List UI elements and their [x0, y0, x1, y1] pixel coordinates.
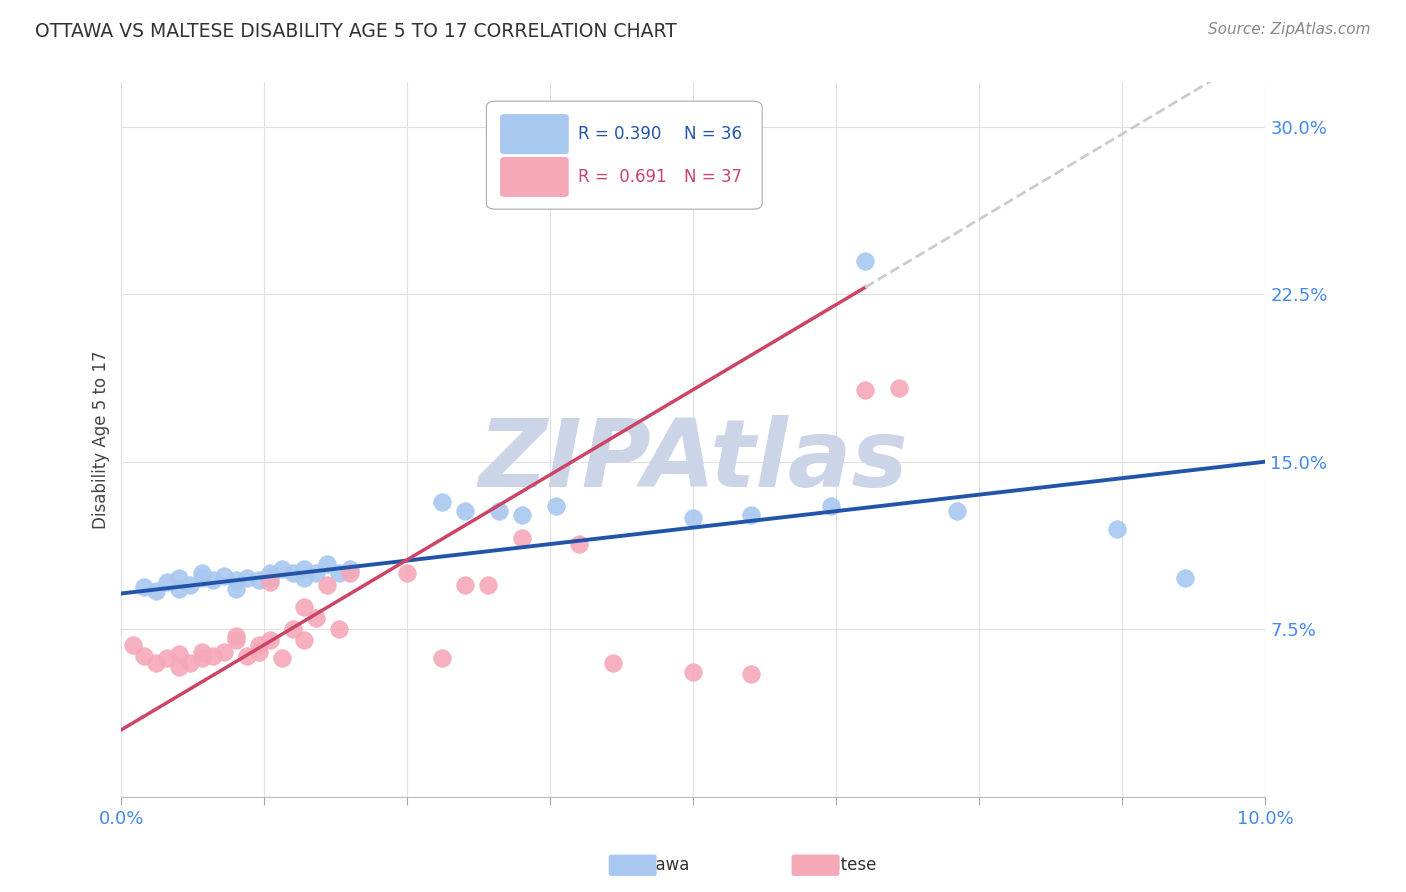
Point — [602, 656, 624, 670]
Point — [201, 648, 224, 663]
Point — [488, 504, 510, 518]
Point — [339, 562, 361, 576]
Point — [477, 577, 499, 591]
Point — [740, 666, 762, 681]
Point — [339, 566, 361, 581]
Point — [236, 648, 259, 663]
Point — [396, 566, 419, 581]
Point — [820, 500, 842, 514]
Point — [225, 629, 247, 643]
Point — [179, 577, 201, 591]
Y-axis label: Disability Age 5 to 17: Disability Age 5 to 17 — [93, 350, 110, 529]
Text: Source: ZipAtlas.com: Source: ZipAtlas.com — [1208, 22, 1371, 37]
Point — [247, 573, 270, 587]
Point — [145, 584, 167, 599]
Point — [167, 660, 190, 674]
Point — [889, 381, 911, 395]
Text: N = 37: N = 37 — [685, 168, 742, 186]
Point — [853, 383, 876, 397]
Point — [156, 575, 179, 590]
Point — [328, 566, 350, 581]
Point — [122, 638, 145, 652]
FancyBboxPatch shape — [501, 114, 569, 154]
Point — [510, 531, 533, 545]
Point — [1174, 571, 1197, 585]
FancyBboxPatch shape — [501, 157, 569, 197]
Point — [281, 622, 304, 636]
Text: OTTAWA VS MALTESE DISABILITY AGE 5 TO 17 CORRELATION CHART: OTTAWA VS MALTESE DISABILITY AGE 5 TO 17… — [35, 22, 678, 41]
Text: Ottawa: Ottawa — [619, 856, 689, 874]
Point — [568, 537, 591, 551]
Point — [270, 651, 292, 665]
Point — [190, 571, 212, 585]
Point — [316, 577, 339, 591]
Point — [201, 573, 224, 587]
Point — [294, 599, 316, 614]
Point — [259, 571, 281, 585]
Point — [190, 651, 212, 665]
Point — [225, 582, 247, 596]
Point — [145, 656, 167, 670]
Point — [259, 575, 281, 590]
Point — [225, 633, 247, 648]
Point — [430, 651, 453, 665]
Point — [546, 500, 568, 514]
Point — [1105, 522, 1128, 536]
Text: R =  0.691: R = 0.691 — [578, 168, 666, 186]
Point — [236, 571, 259, 585]
Point — [510, 508, 533, 523]
Point — [294, 562, 316, 576]
Point — [294, 571, 316, 585]
Point — [167, 582, 190, 596]
Point — [134, 648, 156, 663]
Point — [247, 644, 270, 658]
Point — [167, 571, 190, 585]
Text: Maltese: Maltese — [801, 856, 877, 874]
Point — [740, 508, 762, 523]
Point — [453, 577, 475, 591]
Point — [328, 622, 350, 636]
Point — [453, 504, 475, 518]
Point — [305, 566, 328, 581]
Text: R = 0.390: R = 0.390 — [578, 125, 661, 143]
Point — [259, 633, 281, 648]
Point — [225, 573, 247, 587]
Point — [294, 633, 316, 648]
Text: N = 36: N = 36 — [685, 125, 742, 143]
Point — [214, 644, 236, 658]
Point — [853, 253, 876, 268]
Point — [682, 510, 704, 524]
Point — [945, 504, 967, 518]
Point — [259, 566, 281, 581]
Point — [305, 611, 328, 625]
FancyBboxPatch shape — [486, 101, 762, 209]
Text: ZIPAtlas: ZIPAtlas — [478, 415, 908, 507]
Point — [167, 647, 190, 661]
Point — [214, 568, 236, 582]
Point — [270, 562, 292, 576]
Point — [281, 566, 304, 581]
Point — [190, 644, 212, 658]
Point — [134, 580, 156, 594]
Point — [316, 558, 339, 572]
Point — [156, 651, 179, 665]
Point — [179, 656, 201, 670]
Point — [247, 638, 270, 652]
Point — [190, 566, 212, 581]
Point — [430, 495, 453, 509]
Point — [682, 665, 704, 679]
